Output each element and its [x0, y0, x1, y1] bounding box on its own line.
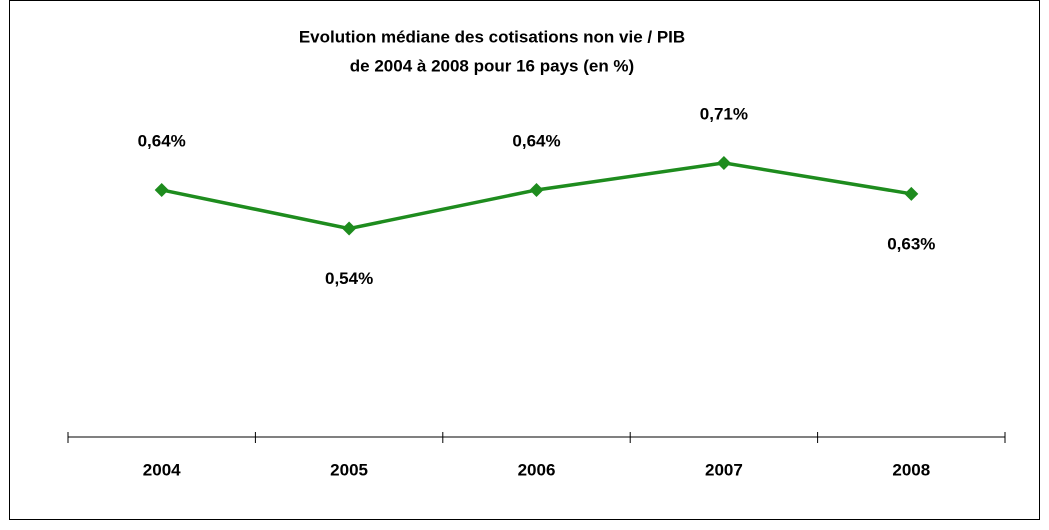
data-label: 0,54% — [325, 269, 373, 288]
marker — [904, 186, 919, 201]
chart-frame — [9, 0, 1040, 520]
chart-subtitle: de 2004 à 2008 pour 16 pays (en %) — [350, 56, 634, 75]
data-label: 0,64% — [138, 131, 186, 150]
x-tick-label: 2007 — [705, 460, 743, 479]
marker — [716, 155, 731, 170]
marker — [529, 182, 544, 197]
data-label: 0,63% — [887, 234, 935, 253]
marker — [154, 182, 169, 197]
x-tick-label: 2005 — [330, 460, 368, 479]
x-tick-label: 2004 — [143, 460, 181, 479]
chart-title: Evolution médiane des cotisations non vi… — [299, 27, 685, 46]
data-label: 0,64% — [512, 131, 560, 150]
x-tick-label: 2008 — [892, 460, 930, 479]
x-tick-label: 2006 — [518, 460, 556, 479]
data-label: 0,71% — [700, 104, 748, 123]
marker — [342, 221, 357, 236]
